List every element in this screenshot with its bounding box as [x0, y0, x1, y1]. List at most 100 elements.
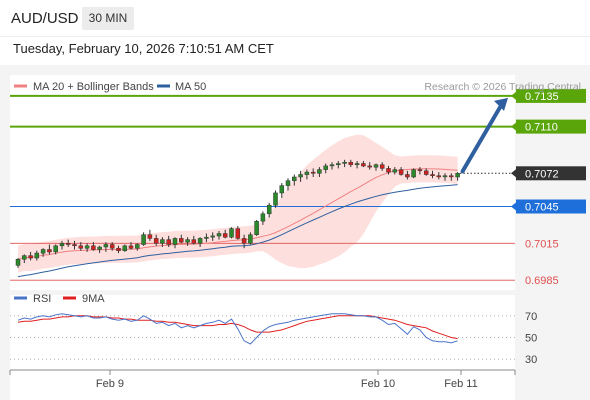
candle-body: [78, 245, 84, 249]
ma20-legend-label: MA 20 + Bollinger Bands: [33, 81, 154, 93]
candle-body: [248, 234, 253, 244]
level-badge: [516, 88, 586, 103]
level-badge: [516, 199, 586, 214]
forecast-arrow: [460, 97, 508, 174]
candle-body: [398, 169, 404, 175]
candle-body: [354, 163, 360, 165]
candle-body: [405, 174, 410, 178]
candle-body: [135, 244, 140, 249]
datetime-label: Tuesday, February 10, 2026 7:10:51 AM CE…: [13, 41, 274, 56]
candle-body: [298, 174, 303, 178]
candle-body: [97, 246, 102, 250]
level-badge-pointer: [511, 91, 516, 100]
ma20-line: [17, 168, 458, 260]
candle-body: [15, 259, 21, 266]
credit-text: Research © 2026 Trading Central: [424, 81, 581, 93]
candle-body: [292, 176, 297, 181]
candle-body: [417, 169, 423, 172]
level-label: 0.6985: [525, 275, 559, 287]
bollinger-bands: [18, 134, 458, 273]
candle-body: [210, 235, 215, 238]
level-label: 0.7015: [525, 238, 559, 250]
candle-body: [122, 245, 128, 251]
candle-body: [386, 168, 391, 173]
candle-body: [367, 165, 372, 168]
rsi-legend-label: RSI: [33, 293, 51, 305]
candle-body: [166, 239, 171, 245]
rsi-tick-label: 30: [525, 354, 537, 366]
candle-body: [235, 228, 241, 239]
candle-body: [153, 238, 159, 244]
candle-body: [411, 169, 416, 178]
candle-body: [34, 252, 40, 259]
rsi-9ma-line: [17, 315, 458, 340]
candle-body: [273, 192, 278, 206]
candle-body: [204, 236, 209, 239]
timeframe-button[interactable]: 30 MIN: [82, 7, 134, 30]
candle-body: [216, 233, 222, 237]
symbol-label: AUD/USD: [11, 10, 79, 27]
candle-body: [455, 173, 460, 178]
candle-body: [179, 238, 184, 243]
candle-body: [72, 244, 77, 246]
level-label: 0.7110: [525, 122, 558, 134]
candle-body: [109, 244, 115, 249]
candle-body: [222, 233, 228, 238]
candle-body: [185, 239, 190, 243]
candle-body: [128, 245, 134, 249]
x-axis-ticks: Feb 9 Feb 10 Feb 11: [9, 370, 516, 390]
level-badge-pointer: [511, 202, 516, 211]
candle-body: [323, 165, 328, 170]
candle-body: [329, 164, 335, 167]
candle-body: [116, 247, 121, 251]
x-tick-label: Feb 10: [361, 378, 395, 390]
candle-body: [28, 255, 33, 259]
candle-body: [22, 255, 27, 260]
candle-body: [379, 164, 385, 169]
candle-body: [84, 245, 90, 249]
moving-averages: [17, 168, 458, 278]
ma50-legend-label: MA 50: [175, 81, 206, 93]
candle-body: [392, 169, 398, 173]
candle-body: [348, 161, 354, 165]
candle-body: [260, 213, 266, 222]
level-labels: 0.7135 0.7110 0.7072 0.7045 0.7015 0.6985: [511, 88, 586, 287]
candle-body: [336, 163, 341, 165]
price-chart: 0.7135 0.7110 0.7072 0.7045 0.7015 0.6985 70 5…: [9, 75, 586, 400]
level-badge-pointer: [511, 169, 516, 178]
level-badge: [516, 119, 586, 134]
rsi-tick-label: 70: [525, 311, 537, 323]
candle-body: [229, 228, 234, 238]
level-label: 0.7072: [525, 168, 559, 180]
candle-body: [53, 245, 58, 253]
candle-body: [241, 238, 247, 244]
candle-body: [310, 171, 316, 174]
candle-body: [279, 185, 285, 194]
candle-body: [141, 234, 146, 245]
candle-body: [191, 239, 197, 244]
candle-body: [423, 170, 429, 175]
candle-body: [449, 175, 454, 178]
ma50-line: [17, 184, 458, 278]
candle-body: [197, 238, 203, 244]
level-lines: [10, 94, 515, 281]
candles: [15, 159, 460, 268]
candle-body: [285, 180, 291, 186]
level-label: 0.7045: [525, 202, 559, 214]
candle-body: [47, 249, 52, 253]
candle-body: [103, 244, 109, 248]
candle-body: [436, 175, 442, 178]
candle-body: [254, 220, 259, 235]
rsi-tick-label: 50: [525, 333, 537, 345]
forecast-arrow-shaft: [460, 101, 504, 174]
rsi-indicator: 70 50 30: [10, 311, 537, 366]
x-axis-panel: [10, 370, 515, 400]
candle-body: [304, 171, 310, 175]
header-bar: AUD/USD 30 MIN: [0, 0, 590, 37]
candle-body: [430, 174, 435, 176]
candle-body: [59, 243, 65, 247]
ma9-legend-label: 9MA: [82, 293, 105, 305]
x-tick-label: Feb 9: [96, 378, 124, 390]
rsi-line: [17, 313, 458, 345]
x-tick-label: Feb 11: [444, 378, 477, 390]
